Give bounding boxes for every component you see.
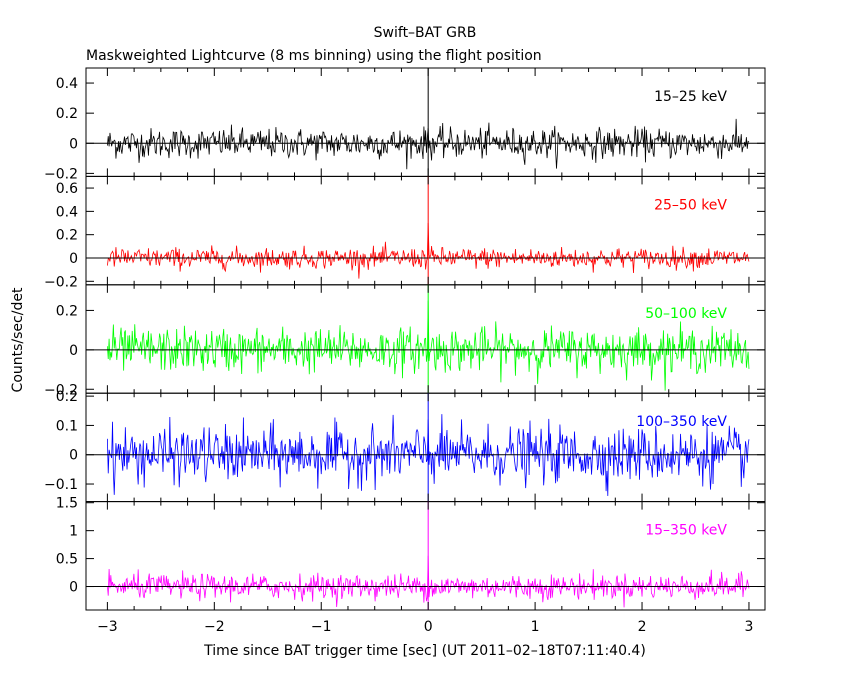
y-tick-label: 0 xyxy=(69,136,78,152)
panel-3: −0.1 0 0.1 0.2 100–350 keV xyxy=(44,389,766,503)
y-tick-label: 1.5 xyxy=(56,496,78,512)
y-tick-label: 0.6 xyxy=(56,181,78,197)
y-axis-label: Counts/sec/det xyxy=(10,287,26,392)
y-tick-label: 0.4 xyxy=(56,76,78,92)
panel-2: −0.2 0 0.2 50–100 keV xyxy=(44,284,766,398)
panel-frame xyxy=(85,501,766,611)
y-tick-label: −0.2 xyxy=(44,274,78,290)
x-tick-label: −3 xyxy=(97,619,118,635)
panel-energy-label: 15–350 keV xyxy=(645,523,727,539)
y-tick-label: 0 xyxy=(69,343,78,359)
chart-title: Swift–BAT GRB xyxy=(374,25,477,41)
y-tick-label: 0.1 xyxy=(56,418,78,434)
x-tick-labels: −3 −2 −1 0 1 2 3 xyxy=(97,619,753,635)
y-tick-label: −0.1 xyxy=(44,477,78,493)
x-tick-label: −2 xyxy=(204,619,225,635)
panel-energy-label: 25–50 keV xyxy=(654,197,727,213)
y-tick-label: 1 xyxy=(69,524,78,540)
panel-energy-label: 15–25 keV xyxy=(654,89,727,105)
x-tick-label: 1 xyxy=(531,619,540,635)
y-tick-label: 0.2 xyxy=(56,303,78,319)
x-tick-label: 0 xyxy=(424,619,433,635)
y-tick-label: 0.2 xyxy=(56,389,78,405)
y-tick-label: 0.2 xyxy=(56,106,78,122)
panel-4: 0 0.5 1 1.5 15–350 keV xyxy=(56,496,766,611)
panel-0: −0.2 0 0.2 0.4 15–25 keV xyxy=(44,67,766,182)
panel-energy-label: 100–350 keV xyxy=(636,414,727,430)
y-tick-label: 0.5 xyxy=(56,552,78,568)
y-tick-label: 0.2 xyxy=(56,228,78,244)
panel-frame xyxy=(85,67,766,177)
y-tick-label: 0 xyxy=(69,251,78,267)
y-tick-label: −0.2 xyxy=(44,166,78,182)
y-tick-label: 0 xyxy=(69,580,78,596)
x-tick-label: −1 xyxy=(311,619,332,635)
panels-group: −0.2 0 0.2 0.4 15–25 keV −0.2 0 0.2 0.4 0.6 25–50 … xyxy=(44,67,766,611)
y-tick-label: 0.4 xyxy=(56,204,78,220)
panel-energy-label: 50–100 keV xyxy=(645,306,727,322)
x-tick-label: 2 xyxy=(638,619,647,635)
x-axis-label: Time since BAT trigger time [sec] (UT 20… xyxy=(203,643,646,659)
chart-subtitle: Maskweighted Lightcurve (8 ms binning) u… xyxy=(86,48,542,64)
y-tick-label: 0 xyxy=(69,448,78,464)
panel-1: −0.2 0 0.2 0.4 0.6 25–50 keV xyxy=(44,175,766,290)
x-tick-label: 3 xyxy=(744,619,753,635)
y-tick-label: −0.2 xyxy=(44,382,78,398)
